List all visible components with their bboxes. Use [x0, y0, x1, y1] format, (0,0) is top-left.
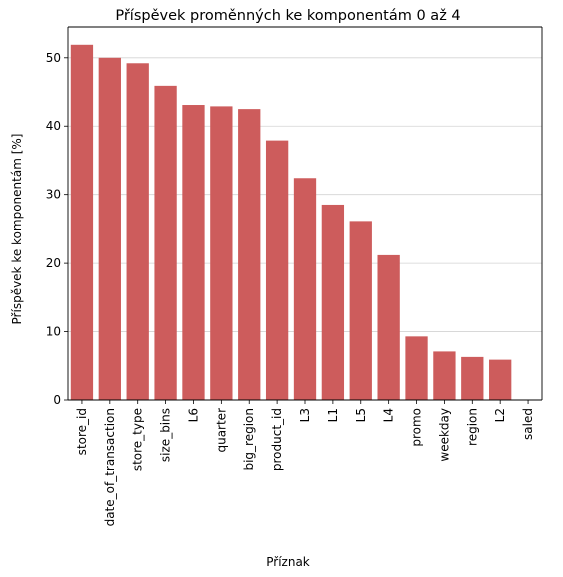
x-tick-label: store_id [75, 408, 89, 455]
bar [210, 106, 233, 401]
y-tick-label: 50 [46, 51, 61, 65]
bar [405, 336, 428, 400]
x-tick-label: product_id [270, 408, 284, 471]
x-tick-label: promo [410, 408, 424, 447]
x-tick-label: date_of_transaction [103, 408, 117, 526]
x-tick-label: L4 [382, 408, 396, 422]
bar [238, 109, 261, 400]
bar [98, 57, 121, 401]
x-tick-label: region [465, 408, 479, 446]
bar [433, 351, 456, 400]
x-tick-label: saled [521, 408, 535, 440]
y-tick-label: 40 [46, 119, 61, 133]
bar [349, 221, 372, 400]
y-tick-label: 20 [46, 256, 61, 270]
x-ticks: store_id date_of_transaction store_type siz… [75, 400, 535, 526]
bar [321, 204, 345, 400]
bar [461, 356, 484, 400]
y-tick-label: 0 [53, 393, 61, 407]
x-axis-title: Příznak [266, 555, 310, 569]
x-tick-label: big_region [242, 408, 256, 471]
bar [154, 85, 177, 401]
bar [293, 178, 317, 400]
x-tick-label: L3 [298, 408, 312, 422]
bar [489, 359, 512, 400]
x-tick-label: L5 [354, 408, 368, 422]
y-tick-label: 10 [46, 325, 61, 339]
bar [265, 140, 289, 400]
bar [70, 44, 94, 400]
x-tick-label: weekday [437, 408, 451, 462]
y-axis-title: Příspěvek ke komponentám [%] [10, 134, 24, 325]
x-tick-label: L2 [493, 408, 507, 422]
x-tick-label: L1 [326, 408, 340, 422]
bar [182, 105, 205, 400]
bar [126, 63, 149, 400]
bars [70, 44, 512, 401]
y-tick-label: 30 [46, 188, 61, 202]
bar [377, 254, 400, 400]
x-tick-label: L6 [186, 408, 200, 422]
chart-title: Příspěvek proměnných ke komponentám 0 až… [115, 8, 460, 24]
y-ticks: 0 10 20 30 40 50 [46, 51, 68, 407]
x-tick-label: store_type [131, 408, 145, 471]
x-tick-label: size_bins [159, 408, 173, 462]
x-tick-label: quarter [214, 408, 228, 453]
